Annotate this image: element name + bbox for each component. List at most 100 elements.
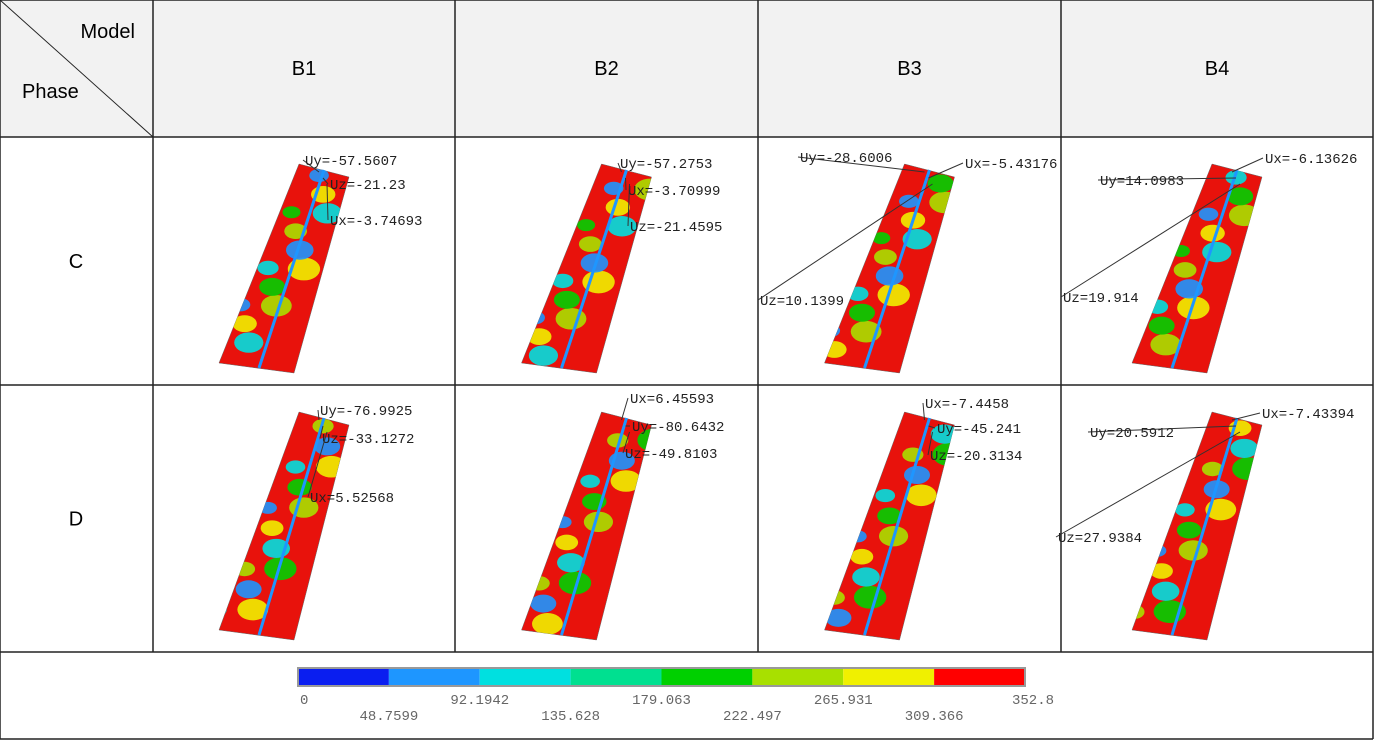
displacement-label: Uy=20.5912: [1090, 426, 1174, 442]
contour-blob: [219, 335, 222, 348]
leader-line: [757, 183, 933, 301]
contour-blob: [314, 437, 341, 456]
contour-blob: [285, 240, 314, 260]
contour-blob: [1171, 245, 1190, 258]
plate-rib: [863, 169, 931, 369]
leader-line: [326, 183, 329, 221]
displacement-label: Ux=-7.43394: [1262, 407, 1354, 423]
contour-blob: [528, 576, 550, 591]
contour-blob: [1148, 316, 1175, 335]
contour-blob: [282, 206, 301, 219]
contour-blob: [877, 283, 910, 307]
displacement-label: Ux=-6.13626: [1265, 152, 1357, 168]
contour-blob: [929, 191, 955, 214]
leader-line: [927, 431, 933, 456]
displacement-label: Uz=-21.23: [330, 178, 406, 194]
contour-blobs: [1132, 170, 1260, 356]
contour-blob: [259, 277, 286, 296]
plate-rib: [1170, 169, 1239, 369]
displacement-label: Uz=-20.3134: [930, 449, 1022, 465]
colorbar-band: [934, 668, 1025, 686]
displacement-label: Uy=-57.5607: [305, 154, 397, 170]
contour-blob: [530, 594, 557, 613]
contour-blob: [577, 219, 596, 232]
colorbar-tick-label: 222.497: [723, 709, 782, 725]
contour-blob: [824, 324, 841, 338]
contour-blob: [260, 520, 284, 536]
leader-line: [302, 159, 320, 173]
contour-blob: [583, 511, 614, 533]
displacement-label: Uz=27.9384: [1058, 531, 1142, 547]
contour-blob: [852, 567, 880, 587]
row-label: C: [69, 251, 83, 273]
displacement-label: Uy=-45.241: [937, 422, 1021, 438]
contour-blob: [872, 232, 891, 245]
contour-blob: [1205, 498, 1237, 521]
colorbar-band: [752, 668, 844, 686]
leader-line: [621, 397, 629, 421]
contour-blob: [1177, 296, 1210, 320]
contour-blob: [257, 260, 279, 276]
contour-blob: [553, 290, 580, 309]
contour-blob: [875, 488, 896, 503]
contour-blobs: [528, 428, 652, 635]
contour-blob: [528, 345, 559, 366]
column-header: B3: [897, 58, 921, 80]
colorbar-band: [843, 668, 935, 686]
contour-blob: [555, 534, 579, 551]
leader-line: [322, 177, 329, 185]
contour-blob: [525, 311, 545, 325]
contour-blob: [824, 341, 847, 358]
contour-blob: [580, 474, 600, 488]
colorbar-frame: [297, 667, 1026, 687]
corner-diagonal: [0, 0, 154, 138]
header-bg: [0, 0, 1374, 137]
contour-blob: [849, 303, 875, 322]
displacement-label: Uy=-76.9925: [320, 404, 412, 420]
contour-blob: [637, 428, 652, 452]
displacement-label: Uz=19.914: [1063, 291, 1139, 307]
row-label: D: [69, 509, 83, 531]
colorbar-band: [479, 668, 571, 686]
contour-blob: [219, 603, 227, 617]
contour-blob: [1151, 581, 1180, 601]
contour-blob: [874, 249, 897, 265]
displacement-label: Uy=-80.6432: [632, 420, 724, 436]
contour-blob: [847, 286, 869, 302]
plate-rib: [257, 417, 326, 636]
displacement-label: Ux=6.45593: [630, 392, 714, 408]
displacement-label: Uy=-57.2753: [620, 157, 712, 173]
table-content: B1 B2 B3 B4 C Uy=-57.5607 Uz=-21.23 Ux=-3.74693…: [69, 58, 1358, 725]
colorbar-tick-label: 135.628: [541, 709, 600, 725]
contour-blob: [610, 470, 642, 492]
displacement-label: Ux=-7.4458: [925, 397, 1009, 413]
contour-blob: [1150, 563, 1173, 579]
displacement-label: Ux=5.52568: [310, 491, 394, 507]
contour-blob: [287, 478, 312, 496]
colorbar-band: [570, 668, 662, 686]
contour-blob: [287, 257, 321, 281]
leader-line: [1055, 431, 1241, 538]
leader-line: [1231, 412, 1261, 421]
contour-blob: [875, 266, 904, 286]
leader-line: [928, 162, 964, 179]
contour-blob: [235, 580, 262, 599]
colorbar-band: [661, 668, 753, 686]
contour-blob: [1173, 262, 1197, 278]
contour-blob: [877, 507, 902, 525]
leader-line: [319, 425, 324, 439]
contour-blob: [1201, 461, 1224, 477]
contour-blob: [607, 216, 637, 237]
contour-blob: [607, 433, 629, 448]
colorbar-tick-label: 48.7599: [359, 709, 418, 725]
contour-blob: [557, 553, 585, 573]
contour-blob: [1148, 544, 1167, 557]
contour-blob: [927, 174, 954, 193]
leader-line: [922, 402, 925, 421]
contour-blob: [237, 598, 269, 621]
leader-line: [627, 183, 630, 227]
plate-rib: [560, 169, 628, 369]
leader-line: [1087, 425, 1237, 433]
leader-line: [622, 431, 630, 454]
contour-blob: [233, 561, 256, 577]
